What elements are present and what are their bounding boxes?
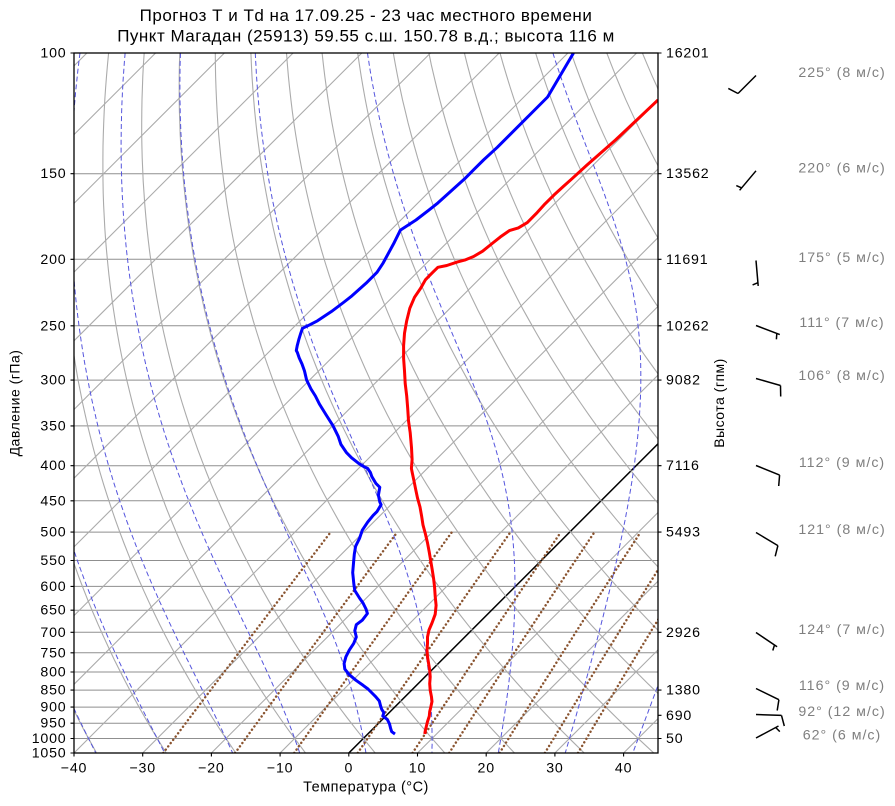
svg-text:121° (8 м/с): 121° (8 м/с) — [798, 522, 885, 538]
svg-text:2926: 2926 — [666, 625, 701, 641]
svg-text:124° (7 м/с): 124° (7 м/с) — [798, 622, 885, 638]
svg-text:20: 20 — [478, 761, 495, 777]
svg-text:−30: −30 — [129, 761, 155, 777]
svg-text:116° (9 м/с): 116° (9 м/с) — [799, 678, 885, 694]
svg-text:112° (9 м/с): 112° (9 м/с) — [799, 455, 885, 471]
svg-text:650: 650 — [40, 603, 66, 619]
svg-text:106° (8 м/с): 106° (8 м/с) — [798, 368, 885, 384]
svg-text:111° (7 м/с): 111° (7 м/с) — [799, 315, 884, 331]
svg-text:Прогноз Т и Td на 17.09.25 - 2: Прогноз Т и Td на 17.09.25 - 23 час мест… — [140, 6, 593, 25]
svg-text:62° (6 м/с): 62° (6 м/с) — [803, 728, 881, 744]
svg-text:1050: 1050 — [32, 746, 67, 762]
svg-text:690: 690 — [666, 708, 692, 724]
svg-text:300: 300 — [40, 373, 66, 389]
svg-text:550: 550 — [40, 553, 66, 569]
svg-text:92° (12 м/с): 92° (12 м/с) — [798, 704, 885, 720]
svg-text:40: 40 — [615, 761, 632, 777]
svg-text:800: 800 — [40, 665, 66, 681]
svg-text:600: 600 — [40, 579, 66, 595]
svg-text:1000: 1000 — [32, 731, 67, 747]
svg-text:0: 0 — [344, 761, 353, 777]
svg-text:Давление (гПа): Давление (гПа) — [7, 350, 23, 457]
svg-text:16201: 16201 — [666, 46, 709, 62]
svg-text:50: 50 — [666, 731, 683, 747]
svg-text:220° (6 м/с): 220° (6 м/с) — [798, 160, 885, 176]
svg-text:500: 500 — [40, 525, 66, 541]
svg-text:30: 30 — [546, 761, 563, 777]
svg-text:Высота (гпм): Высота (гпм) — [711, 358, 727, 448]
svg-text:Температура (°C): Температура (°C) — [303, 780, 429, 796]
svg-text:700: 700 — [40, 625, 66, 641]
svg-text:10: 10 — [409, 761, 426, 777]
svg-text:5493: 5493 — [666, 525, 701, 541]
svg-text:−20: −20 — [198, 761, 224, 777]
svg-text:950: 950 — [40, 716, 66, 732]
svg-text:13562: 13562 — [666, 166, 709, 182]
svg-text:450: 450 — [40, 493, 66, 509]
svg-text:−10: −10 — [267, 761, 293, 777]
svg-text:175° (5 м/с): 175° (5 м/с) — [798, 250, 885, 266]
svg-text:750: 750 — [40, 645, 66, 661]
svg-text:900: 900 — [40, 700, 66, 716]
svg-text:150: 150 — [40, 166, 66, 182]
svg-text:100: 100 — [40, 46, 66, 62]
svg-text:1380: 1380 — [666, 683, 701, 699]
svg-text:400: 400 — [40, 458, 66, 474]
svg-text:10262: 10262 — [666, 318, 709, 334]
svg-text:200: 200 — [40, 252, 66, 268]
svg-text:350: 350 — [40, 418, 66, 434]
svg-text:9082: 9082 — [666, 373, 701, 389]
svg-text:−40: −40 — [61, 761, 87, 777]
svg-text:11691: 11691 — [666, 252, 708, 268]
svg-text:250: 250 — [40, 318, 66, 334]
svg-text:Пункт Магадан (25913) 59.55 с.: Пункт Магадан (25913) 59.55 с.ш. 150.78 … — [117, 27, 615, 46]
svg-text:850: 850 — [40, 683, 66, 699]
svg-text:225° (8 м/с): 225° (8 м/с) — [798, 65, 885, 81]
svg-text:7116: 7116 — [666, 458, 700, 474]
